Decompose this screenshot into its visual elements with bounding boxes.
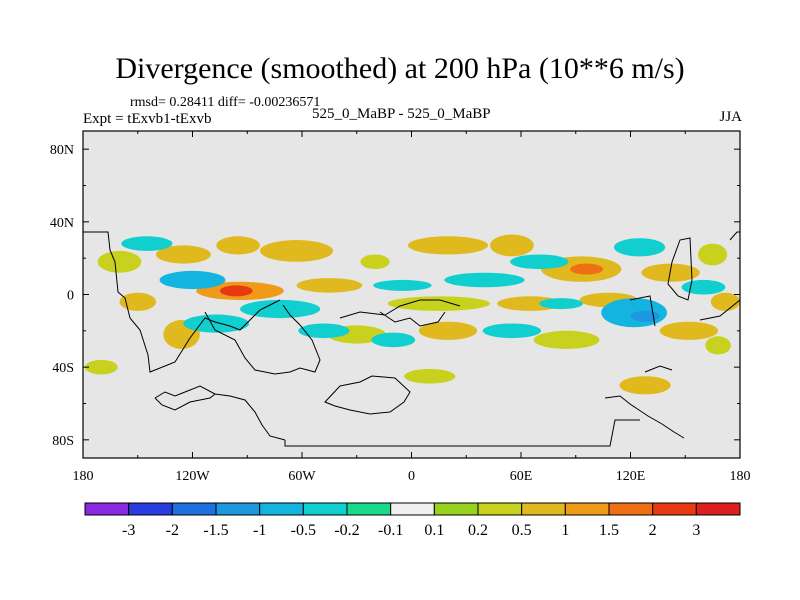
anomaly-4 (97, 250, 142, 273)
x-tick-label: 120E (616, 469, 646, 484)
anomaly-23 (659, 321, 719, 340)
colorbar-label: -3 (122, 522, 135, 539)
case-label: 525_0_MaBP - 525_0_MaBP (312, 106, 491, 122)
anomaly-10 (490, 234, 534, 257)
chart-title: Divergence (smoothed) at 200 hPa (10**6 … (115, 52, 685, 85)
colorbar-label: -0.5 (291, 522, 316, 539)
colorbar-label: -1.5 (203, 522, 228, 539)
colorbar-swatch-1 (128, 502, 173, 516)
colorbar-label: 0.1 (424, 522, 444, 539)
anomaly-22 (533, 330, 600, 349)
anomaly-32 (298, 323, 350, 339)
anomaly-41 (371, 332, 416, 348)
anomaly-3 (119, 292, 157, 311)
experiment-label: Expt = tExvb1-tExvb (83, 111, 212, 127)
colorbar-label: 2 (649, 522, 657, 539)
y-axis: 80N 40N 0 40S 80S (50, 143, 740, 449)
colorbar-swatch-14 (695, 502, 741, 516)
colorbar-label: 0.2 (468, 522, 488, 539)
colorbar-swatch-5 (302, 502, 348, 516)
anomaly-8 (360, 254, 390, 270)
anomaly-31 (183, 314, 250, 333)
anomaly-9 (407, 236, 489, 255)
colorbar-swatch-3 (215, 502, 261, 516)
anomaly-37 (630, 310, 660, 322)
plot-background (83, 131, 740, 458)
colorbar-swatch-8 (433, 502, 479, 516)
colorbar-swatch-9 (477, 502, 523, 516)
anomaly-26 (619, 376, 671, 395)
anomaly-34 (444, 272, 525, 288)
colorbar-swatch-6 (346, 502, 392, 516)
season-label: JJA (719, 109, 742, 125)
anomaly-21 (418, 321, 478, 340)
y-tick-label: 40N (50, 216, 74, 231)
anomaly-38 (614, 238, 666, 257)
colorbar-label: -2 (166, 522, 179, 539)
x-tick-label: 180 (730, 469, 751, 484)
coastlines (83, 231, 740, 447)
x-tick-label: 60W (288, 469, 316, 484)
x-tick-label: 0 (408, 469, 415, 484)
colorbar-label: -0.2 (334, 522, 359, 539)
colorbar-label: -1 (253, 522, 266, 539)
anomaly-7 (260, 240, 333, 262)
anomaly-12 (570, 263, 604, 275)
anomaly-40 (482, 323, 542, 339)
anomaly-5 (156, 245, 211, 264)
anomaly-24 (404, 369, 456, 384)
y-tick-label: 80S (52, 434, 74, 449)
anomaly-1 (219, 285, 253, 297)
colorbar-label: 0.5 (512, 522, 532, 539)
colorbar-label: 1 (561, 522, 569, 539)
anomaly-39 (510, 254, 569, 270)
colorbar: -3 -2 -1.5 -1 -0.5 -0.2 -0.1 0.1 0.2 0.5 1 1.5 2 3 (84, 502, 741, 539)
anomaly-33 (373, 279, 432, 291)
anomaly-27 (705, 336, 731, 355)
anomaly-6 (216, 236, 260, 255)
x-axis: 180 120W 60W 0 60E 120E 180 (73, 131, 751, 484)
anomaly-42 (681, 279, 726, 295)
anomaly-2 (296, 278, 363, 293)
colorbar-label: 1.5 (599, 522, 619, 539)
colorbar-label: 3 (692, 522, 700, 539)
y-tick-label: 40S (52, 361, 74, 376)
anomaly-30 (121, 236, 173, 251)
anomaly-18 (710, 292, 740, 311)
y-tick-label: 0 (67, 289, 74, 304)
anomaly-28 (240, 299, 321, 319)
y-tick-label: 80N (50, 143, 74, 158)
x-tick-label: 180 (73, 469, 94, 484)
colorbar-swatch-4 (259, 502, 304, 516)
stats-label: rmsd= 0.28411 diff= -0.00236571 (130, 95, 321, 110)
x-tick-label: 60E (510, 469, 533, 484)
anomaly-14 (698, 243, 728, 266)
colorbar-swatch-12 (608, 502, 654, 516)
colorbar-swatch-2 (171, 502, 217, 516)
anomaly-35 (539, 298, 583, 310)
anomaly-15 (387, 296, 490, 311)
divergence-field (84, 234, 740, 395)
colorbar-swatch-0 (84, 502, 130, 516)
anomaly-13 (641, 263, 700, 282)
anomaly-25 (84, 359, 118, 375)
x-tick-label: 120W (175, 469, 210, 484)
colorbar-label: -0.1 (378, 522, 403, 539)
colorbar-swatch-10 (521, 502, 566, 516)
colorbar-swatch-7 (390, 502, 435, 516)
anomaly-29 (159, 270, 226, 290)
colorbar-swatch-11 (564, 502, 610, 516)
colorbar-swatch-13 (652, 502, 697, 516)
